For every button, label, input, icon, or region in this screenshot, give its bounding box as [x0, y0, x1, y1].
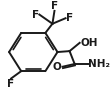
Text: F: F [51, 1, 58, 11]
Text: F: F [32, 10, 39, 20]
Text: O: O [53, 62, 61, 72]
Text: OH: OH [80, 38, 98, 48]
Text: F: F [66, 13, 73, 23]
Text: NH₂: NH₂ [88, 59, 110, 69]
Text: F: F [6, 79, 14, 89]
